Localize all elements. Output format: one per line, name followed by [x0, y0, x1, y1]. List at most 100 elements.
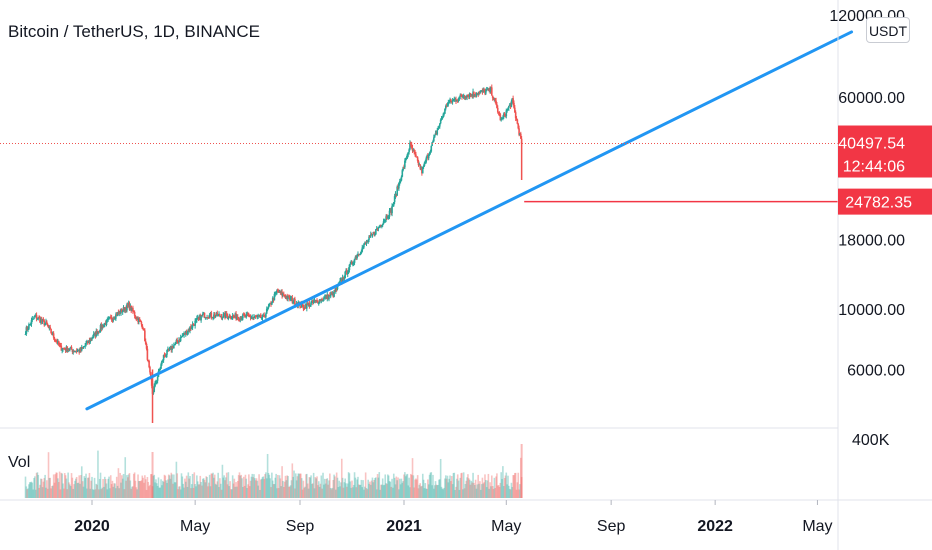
time-axis[interactable]: 2020 May Sep 2021 May Sep 2022 May [74, 500, 833, 535]
volume-bar [312, 472, 315, 498]
candle [200, 314, 202, 323]
candle [73, 350, 75, 353]
crash-volume-bar [151, 452, 154, 498]
candle-body [386, 216, 388, 219]
candle [353, 258, 356, 266]
candle [384, 219, 387, 223]
volume-bar [213, 477, 215, 498]
candle-body [305, 305, 307, 309]
candle-body [381, 225, 383, 227]
volume-bar [370, 480, 373, 498]
volume-bar [220, 489, 223, 498]
candle-body [225, 313, 228, 316]
candle [488, 87, 491, 93]
volume-bar [452, 473, 455, 498]
candle-body [195, 319, 197, 321]
candle [84, 343, 86, 349]
candle-body [519, 133, 521, 135]
volume-bar [378, 472, 381, 498]
candle-body [383, 220, 386, 222]
candle-body [132, 311, 135, 313]
candle-body [213, 314, 215, 318]
candle-body [199, 315, 202, 321]
volume-bar [340, 482, 342, 498]
candle [32, 318, 34, 320]
volume-bar [96, 484, 98, 498]
volume-bar [39, 484, 41, 498]
candle [415, 151, 417, 158]
candle-body [459, 94, 462, 97]
candle [183, 331, 185, 338]
volume-bar [117, 468, 120, 498]
candle [506, 108, 508, 113]
candle-body [164, 355, 167, 357]
currency-button[interactable]: USDT [866, 17, 910, 43]
candle-body [474, 94, 477, 96]
volume-bar [248, 486, 251, 498]
volume-bar [130, 488, 133, 498]
candle-body [519, 133, 522, 139]
price-axis[interactable]: 120000.0060000.0018000.0010000.006000.00… [829, 8, 905, 449]
volume-bar [80, 466, 83, 498]
candle [259, 314, 261, 318]
candle [248, 312, 250, 318]
volume-bar [431, 485, 433, 498]
volume-bar [51, 485, 54, 498]
volume-bar [433, 488, 435, 498]
candle [415, 156, 418, 158]
candle-body [384, 220, 387, 222]
candle [370, 232, 373, 236]
volume-bar [224, 480, 226, 498]
volume-bar [69, 486, 72, 498]
volume-bar [203, 479, 206, 498]
candle-body [479, 90, 482, 92]
trendline[interactable] [85, 30, 854, 411]
volume-bar [307, 488, 310, 498]
candle-body [87, 340, 90, 344]
volume-bar [98, 478, 101, 498]
candle [24, 331, 27, 336]
candle [416, 156, 419, 163]
candle [130, 305, 133, 314]
candle [349, 261, 352, 268]
candle [36, 318, 39, 320]
candle-body [332, 293, 335, 297]
candle [445, 103, 448, 108]
candle-body [392, 205, 394, 207]
candle-body [417, 160, 420, 166]
candle [421, 166, 424, 174]
volume-bar [112, 486, 115, 498]
candle [332, 292, 335, 298]
candle-body [247, 314, 249, 316]
candle-body [66, 346, 69, 352]
candle-body [60, 345, 63, 351]
candle-body [412, 150, 415, 152]
candle-body [128, 303, 131, 310]
candle [315, 299, 317, 304]
candle [34, 314, 36, 317]
volume-bar [499, 482, 502, 498]
candle [495, 97, 497, 106]
candle-body [444, 106, 447, 109]
volume-bar [329, 487, 332, 498]
candle-body [366, 241, 369, 243]
volume-bar [485, 480, 487, 498]
volume-bar [44, 474, 46, 498]
volume-bar [253, 474, 255, 498]
volume-bar [405, 474, 408, 498]
candle-body [109, 317, 111, 319]
volume-bar [505, 472, 508, 498]
candle-body [472, 91, 474, 97]
candle [83, 345, 86, 348]
volume-bar [262, 476, 265, 498]
candle [491, 84, 493, 96]
candle-body [231, 315, 234, 318]
candle [100, 322, 103, 332]
candle-body [514, 107, 516, 113]
candle [411, 144, 414, 153]
volume-bar [158, 487, 161, 498]
candle-body [125, 308, 127, 311]
candle-body [97, 331, 99, 335]
